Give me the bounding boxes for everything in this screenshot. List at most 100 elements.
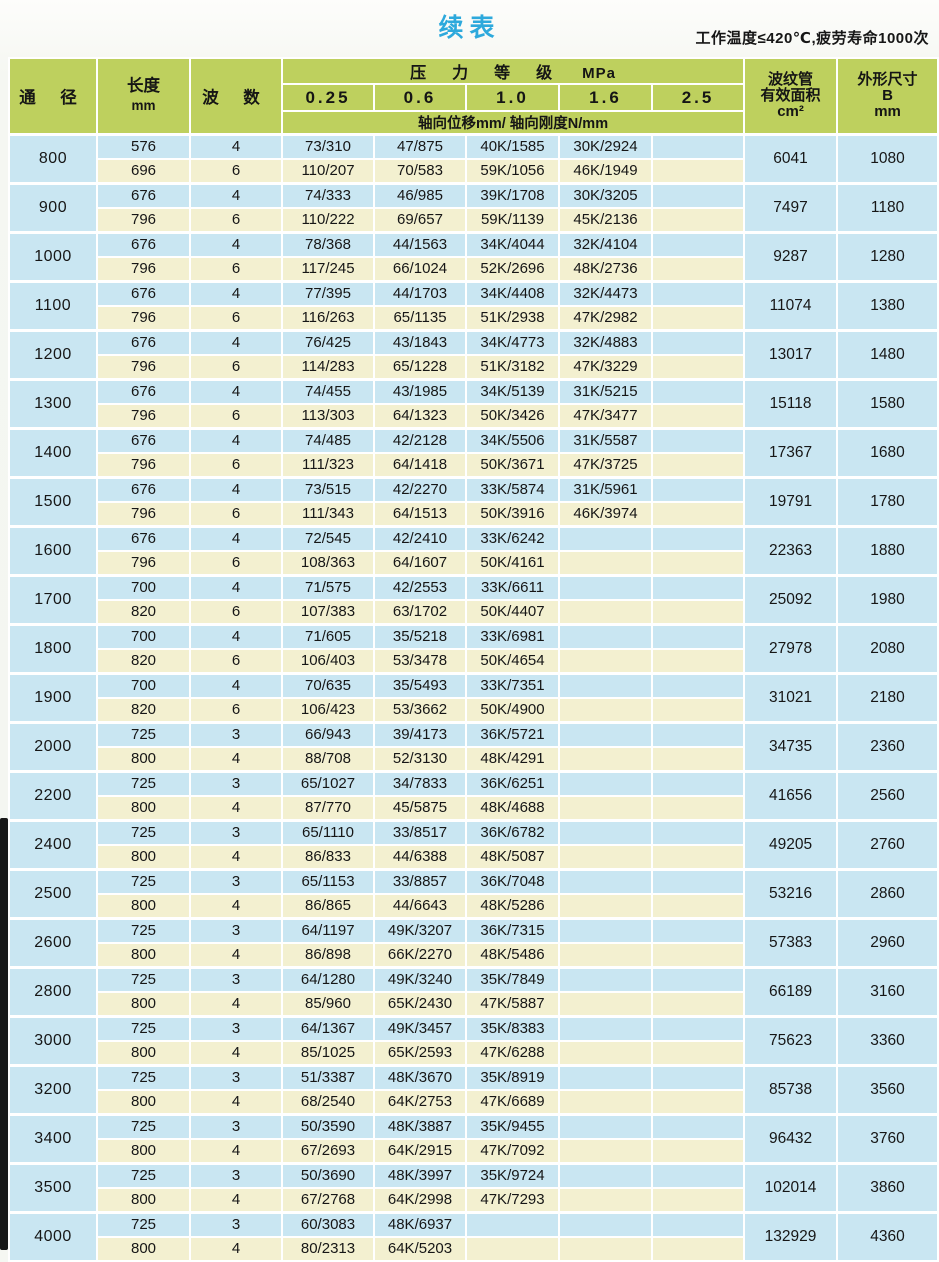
pressure-cell bbox=[558, 746, 653, 773]
pressure-cell: 110/207 bbox=[281, 158, 375, 185]
pressure-cell bbox=[650, 868, 746, 895]
table-body: 800 576 4 73/310 47/875 40K/1585 30K/2924 6041 1… bbox=[8, 133, 939, 1262]
pressure-cell: 44/1703 bbox=[373, 280, 467, 307]
pressure-cell: 32K/4473 bbox=[558, 280, 653, 307]
pressure-cell bbox=[558, 868, 653, 895]
pressure-cell bbox=[650, 501, 746, 528]
pressure-cell: 44/1563 bbox=[373, 231, 467, 258]
area-cell: 17367 bbox=[743, 427, 839, 479]
waves-cell: 6 bbox=[189, 158, 283, 185]
b-cell: 4360 bbox=[836, 1211, 939, 1262]
dn-cell: 1700 bbox=[8, 574, 98, 626]
pressure-cell: 64/1323 bbox=[373, 403, 467, 430]
pressure-cell bbox=[650, 942, 746, 969]
dn-cell: 1300 bbox=[8, 378, 98, 430]
col-header-area: 波纹管 有效面积 cm² bbox=[743, 57, 839, 136]
pressure-subheader: 轴向位移mm/ 轴向刚度N/mm bbox=[280, 110, 746, 136]
pressure-cell: 66/943 bbox=[281, 721, 375, 748]
table-row: 796 6 116/263 65/1135 51K/2938 47K/2982 bbox=[9, 305, 938, 332]
pressure-cell: 53/3478 bbox=[373, 648, 467, 675]
pressure-cell: 78/368 bbox=[281, 231, 375, 258]
length-cell: 800 bbox=[96, 746, 191, 773]
table-row: 800 4 85/1025 65K/2593 47K/6288 bbox=[9, 1040, 938, 1067]
pressure-cell: 35K/9455 bbox=[465, 1113, 560, 1140]
col-header-b: 外形尺寸 B mm bbox=[836, 57, 939, 136]
length-cell: 676 bbox=[96, 182, 191, 209]
pressure-cell bbox=[650, 1089, 746, 1116]
pressure-cell: 48K/6937 bbox=[373, 1211, 467, 1238]
waves-cell: 6 bbox=[189, 550, 283, 577]
b-cell: 1780 bbox=[836, 476, 939, 528]
length-cell: 725 bbox=[96, 1162, 191, 1189]
pressure-cell: 72/545 bbox=[281, 525, 375, 552]
length-cell: 800 bbox=[96, 991, 191, 1018]
b-cell: 3560 bbox=[836, 1064, 939, 1116]
pressure-cell bbox=[650, 403, 746, 430]
pressure-cell: 34K/4408 bbox=[465, 280, 560, 307]
pressure-cell: 34K/5506 bbox=[465, 427, 560, 454]
length-cell: 796 bbox=[96, 305, 191, 332]
length-cell: 800 bbox=[96, 1138, 191, 1165]
table-row: 800 4 88/708 52/3130 48K/4291 bbox=[9, 746, 938, 773]
pressure-cell bbox=[650, 917, 746, 944]
table-row: 1900 700 4 70/635 35/5493 33K/7351 31021 2180 bbox=[8, 672, 939, 724]
pressure-cell: 52/3130 bbox=[373, 746, 467, 773]
pressure-cell bbox=[558, 1113, 653, 1140]
length-cell: 725 bbox=[96, 721, 191, 748]
col-header-b-unit: mm bbox=[874, 103, 901, 120]
length-cell: 700 bbox=[96, 574, 191, 601]
pressure-cell bbox=[650, 1187, 746, 1214]
table-row: 2400 725 3 65/1110 33/8517 36K/6782 49205 2760 bbox=[8, 819, 939, 871]
length-cell: 676 bbox=[96, 427, 191, 454]
pressure-cell bbox=[558, 1211, 653, 1238]
pressure-cell bbox=[558, 648, 653, 675]
dn-cell: 4000 bbox=[8, 1211, 98, 1262]
length-cell: 820 bbox=[96, 697, 191, 724]
pressure-cell: 65/1228 bbox=[373, 354, 467, 381]
length-cell: 796 bbox=[96, 550, 191, 577]
length-cell: 676 bbox=[96, 525, 191, 552]
table-row: 1200 676 4 76/425 43/1843 34K/4773 32K/4883 130… bbox=[8, 329, 939, 381]
waves-cell: 3 bbox=[189, 1064, 283, 1091]
waves-cell: 4 bbox=[189, 280, 283, 307]
col-header-pressure-group: 压力等级 MPa bbox=[280, 57, 746, 85]
pressure-cell bbox=[650, 697, 746, 724]
table-row: 800 576 4 73/310 47/875 40K/1585 30K/2924 6041 1… bbox=[8, 133, 939, 185]
pressure-cell bbox=[558, 844, 653, 871]
dn-cell: 1100 bbox=[8, 280, 98, 332]
col-header-length-unit: mm bbox=[131, 98, 156, 113]
pressure-cell bbox=[650, 1015, 746, 1042]
pressure-cell: 65K/2593 bbox=[373, 1040, 467, 1067]
dn-cell: 2400 bbox=[8, 819, 98, 871]
pressure-cell: 66/1024 bbox=[373, 256, 467, 283]
dn-cell: 3000 bbox=[8, 1015, 98, 1067]
pressure-cell bbox=[650, 256, 746, 283]
table-row: 3400 725 3 50/3590 48K/3887 35K/9455 96432 3760 bbox=[8, 1113, 939, 1165]
col-header-dn: 通 径 bbox=[8, 57, 98, 136]
b-cell: 3160 bbox=[836, 966, 939, 1018]
pressure-cell: 33K/6611 bbox=[465, 574, 560, 601]
table-row: 2800 725 3 64/1280 49K/3240 35K/7849 66189 3160 bbox=[8, 966, 939, 1018]
waves-cell: 6 bbox=[189, 207, 283, 234]
pressure-cell: 47K/3477 bbox=[558, 403, 653, 430]
pressure-cell: 53/3662 bbox=[373, 697, 467, 724]
pressure-cell: 34K/4044 bbox=[465, 231, 560, 258]
pressure-cell: 34K/5139 bbox=[465, 378, 560, 405]
area-cell: 57383 bbox=[743, 917, 839, 969]
waves-cell: 4 bbox=[189, 476, 283, 503]
pressure-cell: 46/985 bbox=[373, 182, 467, 209]
length-cell: 725 bbox=[96, 1211, 191, 1238]
dn-cell: 2600 bbox=[8, 917, 98, 969]
pressure-cell: 30K/3205 bbox=[558, 182, 653, 209]
pressure-cell: 86/833 bbox=[281, 844, 375, 871]
pressure-cell bbox=[650, 158, 746, 185]
dn-cell: 3200 bbox=[8, 1064, 98, 1116]
waves-cell: 4 bbox=[189, 427, 283, 454]
area-cell: 96432 bbox=[743, 1113, 839, 1165]
table-row: 1300 676 4 74/455 43/1985 34K/5139 31K/5215 151… bbox=[8, 378, 939, 430]
pressure-cell: 34K/4773 bbox=[465, 329, 560, 356]
dn-cell: 3400 bbox=[8, 1113, 98, 1165]
col-header-waves-label: 波 数 bbox=[202, 89, 270, 107]
length-cell: 800 bbox=[96, 1236, 191, 1262]
waves-cell: 4 bbox=[189, 378, 283, 405]
